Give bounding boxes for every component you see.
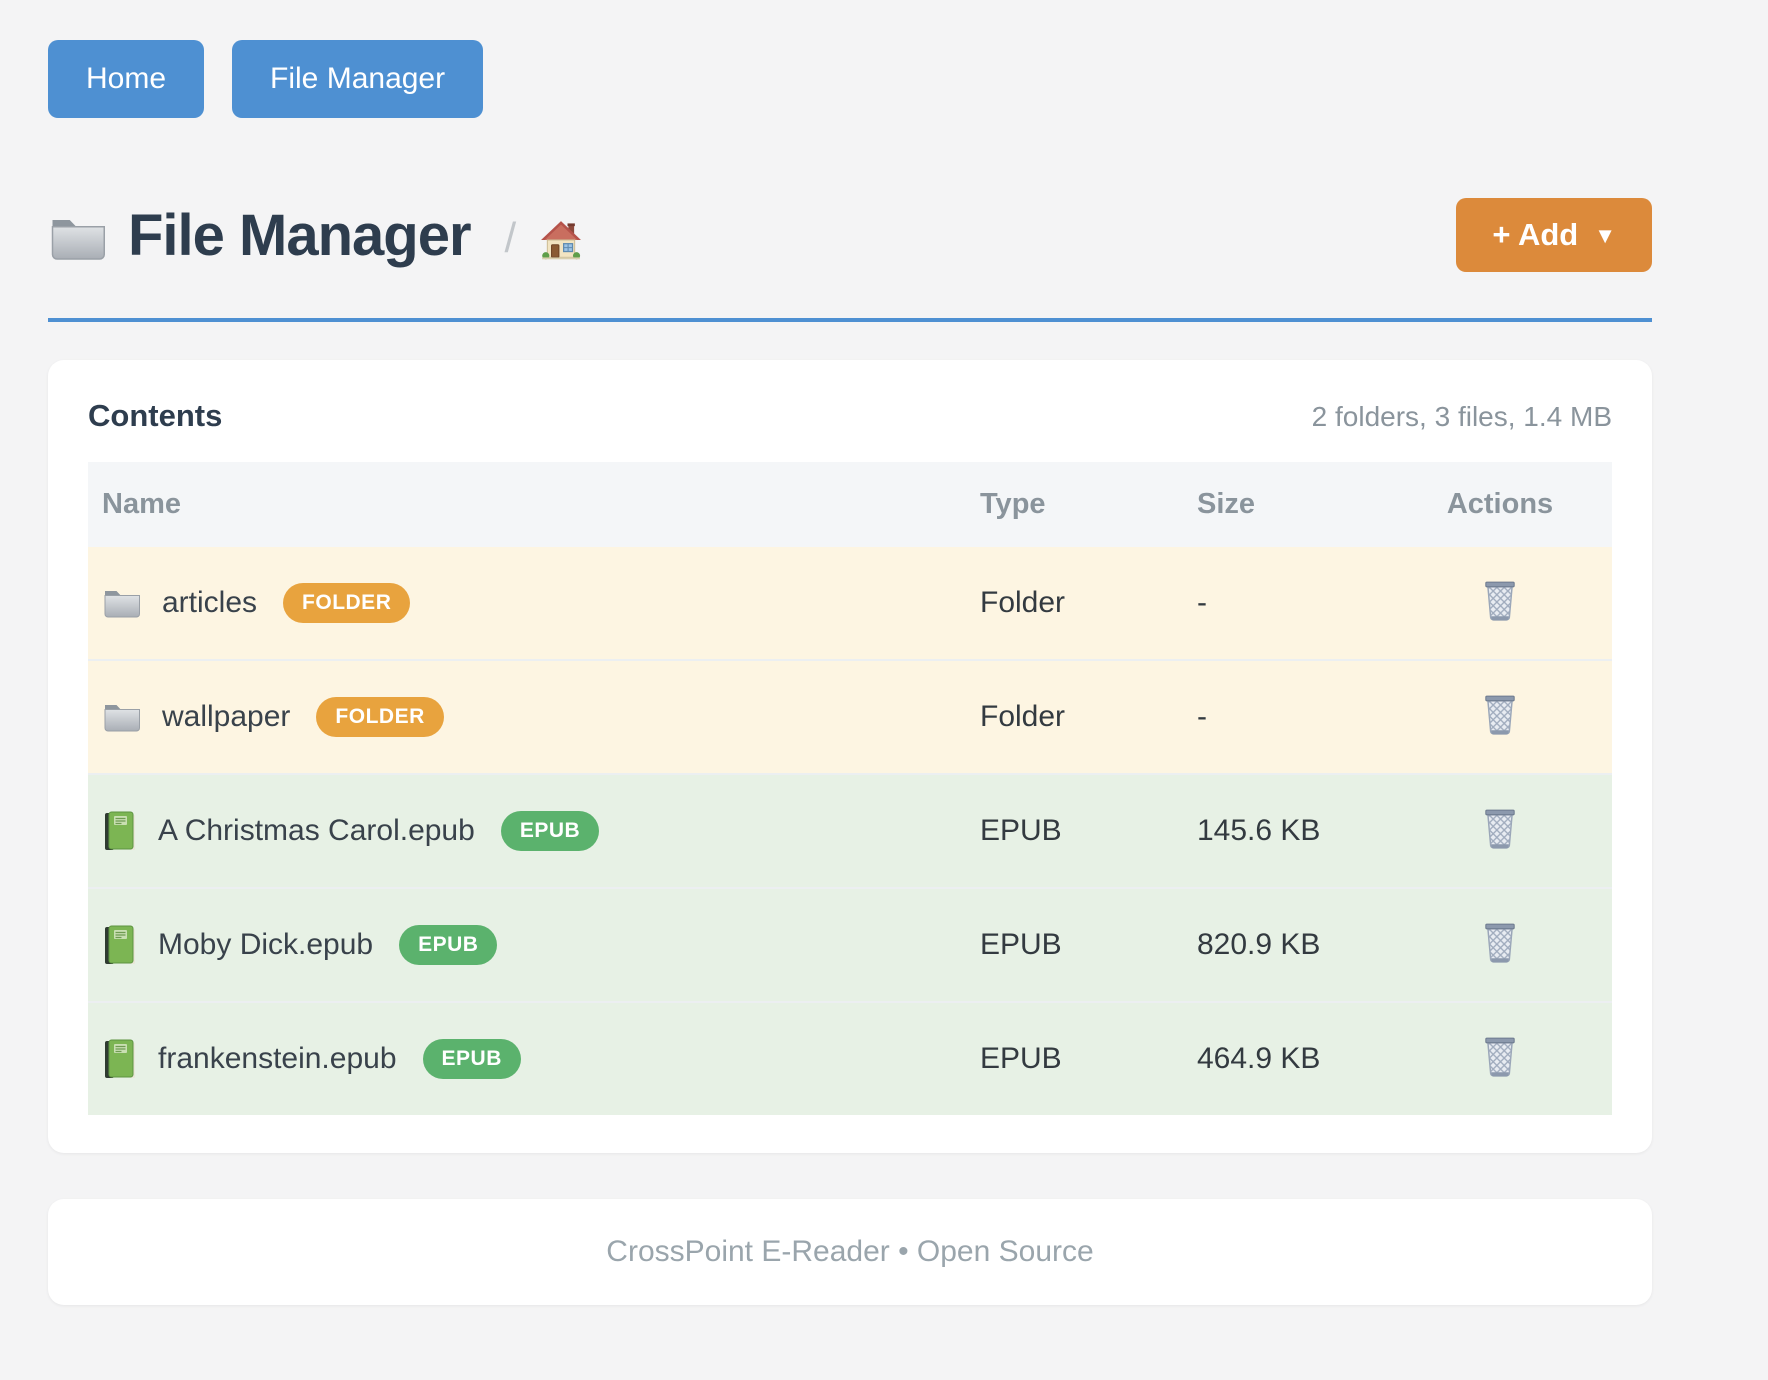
delete-button[interactable]: [1478, 918, 1522, 968]
delete-button[interactable]: [1478, 1032, 1522, 1082]
table-row[interactable]: wallpaper FOLDER Folder -: [88, 660, 1612, 774]
folder-icon: [104, 705, 140, 732]
item-name: A Christmas Carol.epub: [158, 814, 475, 847]
wastebasket-icon: [1485, 695, 1515, 735]
column-header-actions: Actions: [1388, 462, 1612, 547]
delete-button[interactable]: [1478, 690, 1522, 740]
footer: CrossPoint E-Reader • Open Source: [48, 1199, 1652, 1305]
add-button[interactable]: + Add ▼: [1456, 198, 1652, 272]
add-button-label: + Add: [1492, 217, 1579, 252]
book-icon: [105, 925, 135, 964]
size-cell: 145.6 KB: [1197, 814, 1321, 847]
size-cell: -: [1197, 586, 1207, 619]
size-cell: -: [1197, 700, 1207, 733]
wastebasket-icon: [1485, 809, 1515, 849]
title-divider: [48, 318, 1652, 322]
type-badge: EPUB: [422, 1039, 521, 1079]
page-title: File Manager: [128, 202, 472, 268]
book-icon: [105, 1039, 135, 1078]
type-cell: Folder: [980, 700, 1066, 733]
table-row[interactable]: A Christmas Carol.epub EPUB EPUB 145.6 K…: [88, 774, 1612, 888]
file-table: Name Type Size Actions: [88, 462, 1612, 1115]
file-table-header: Name Type Size Actions: [88, 462, 1612, 547]
type-cell: Folder: [980, 586, 1066, 619]
top-nav: Home File Manager: [48, 40, 1652, 118]
type-badge: EPUB: [399, 925, 498, 965]
wastebasket-icon: [1485, 581, 1515, 621]
delete-button[interactable]: [1478, 804, 1522, 854]
contents-table-body: articles FOLDER Folder -: [88, 547, 1612, 1115]
table-row[interactable]: frankenstein.epub EPUB EPUB 464.9 KB: [88, 1002, 1612, 1115]
contents-card: Contents 2 folders, 3 files, 1.4 MB Name…: [48, 360, 1652, 1153]
folder-icon: [51, 220, 105, 260]
type-cell: EPUB: [980, 1042, 1062, 1075]
type-badge: FOLDER: [283, 583, 411, 623]
page-header: File Manager / + Add ▼: [48, 198, 1652, 272]
folder-icon: [104, 591, 140, 618]
title-group: File Manager /: [48, 202, 1456, 269]
file-manager-button[interactable]: File Manager: [232, 40, 484, 118]
type-badge: FOLDER: [316, 697, 444, 737]
contents-summary: 2 folders, 3 files, 1.4 MB: [1311, 401, 1612, 432]
table-row[interactable]: Moby Dick.epub EPUB EPUB 820.9 KB: [88, 888, 1612, 1002]
type-cell: EPUB: [980, 814, 1062, 847]
chevron-down-icon: ▼: [1594, 223, 1616, 248]
home-button[interactable]: Home: [48, 40, 205, 118]
footer-text: CrossPoint E-Reader • Open Source: [606, 1235, 1094, 1268]
page: Home File Manager File Manager /: [48, 0, 1652, 1305]
contents-heading: Contents: [88, 398, 223, 433]
item-name: articles: [162, 586, 258, 619]
contents-card-header: Contents 2 folders, 3 files, 1.4 MB: [88, 398, 1612, 434]
type-badge: EPUB: [500, 811, 600, 851]
item-name: wallpaper: [162, 700, 291, 733]
column-header-type: Type: [966, 462, 1183, 547]
column-header-size: Size: [1183, 462, 1388, 547]
item-name: Moby Dick.epub: [158, 928, 374, 961]
book-icon: [105, 811, 135, 850]
item-name: frankenstein.epub: [158, 1042, 397, 1075]
table-row[interactable]: articles FOLDER Folder -: [88, 547, 1612, 660]
home-breadcrumb-icon[interactable]: [540, 219, 582, 261]
type-cell: EPUB: [980, 928, 1062, 961]
size-cell: 820.9 KB: [1197, 928, 1321, 961]
size-cell: 464.9 KB: [1197, 1042, 1321, 1075]
delete-button[interactable]: [1478, 576, 1522, 626]
breadcrumb-separator: /: [504, 214, 517, 261]
wastebasket-icon: [1485, 923, 1515, 963]
column-header-name: Name: [88, 462, 966, 547]
wastebasket-icon: [1485, 1037, 1515, 1077]
